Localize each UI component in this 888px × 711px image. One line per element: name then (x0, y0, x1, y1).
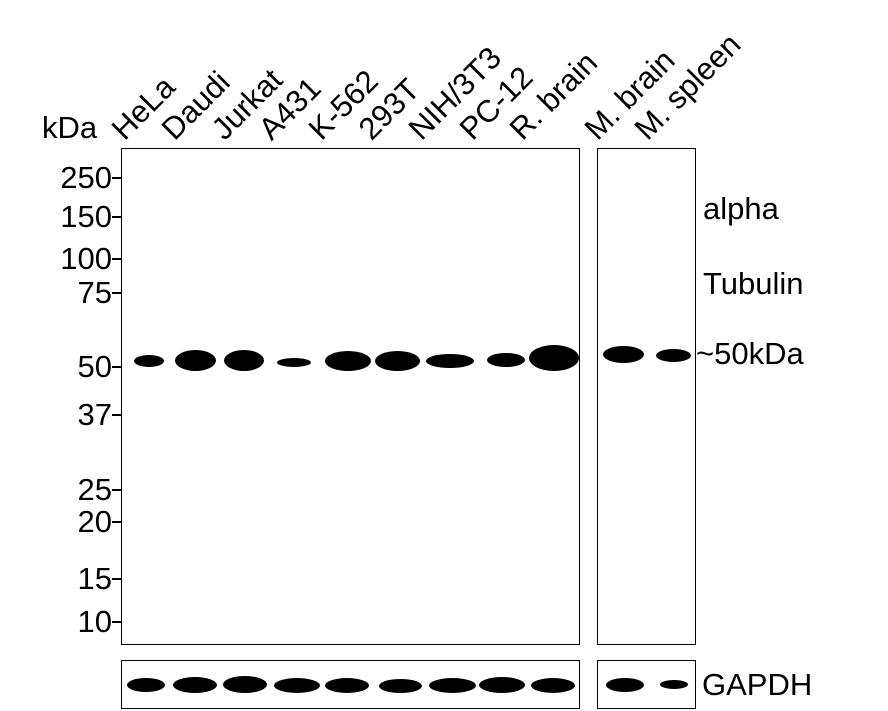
band-pc12 (487, 353, 525, 367)
target-label-line1: alpha (703, 191, 779, 226)
gapdh-band (223, 676, 267, 693)
gapdh-band (274, 678, 320, 693)
band-k562 (325, 351, 371, 371)
gapdh-band (127, 678, 165, 692)
gapdh-band (479, 677, 525, 693)
gapdh-band (379, 679, 422, 693)
band-m-spleen (656, 349, 691, 362)
band-293t (375, 351, 420, 371)
marker-75: 75 (77, 275, 112, 310)
marker-tick (112, 216, 121, 218)
marker-37: 37 (77, 397, 112, 432)
gapdh-band (429, 678, 476, 693)
marker-tick (112, 414, 121, 416)
marker-tick (112, 489, 121, 491)
target-label-line2: Tubulin (703, 266, 804, 301)
band-m-brain (603, 346, 644, 363)
gapdh-band (660, 680, 688, 689)
gapdh-blot-panel-right (597, 660, 696, 709)
marker-50: 50 (77, 349, 112, 384)
band-a431 (277, 358, 311, 367)
marker-tick (112, 621, 121, 623)
marker-250: 250 (60, 160, 112, 195)
band-jurkat (224, 350, 264, 371)
band-r-brain (529, 345, 579, 371)
gapdh-band (173, 677, 217, 693)
marker-10: 10 (77, 604, 112, 639)
main-blot-panel-left (121, 148, 580, 645)
gapdh-band (606, 678, 644, 692)
loading-control-label: GAPDH (702, 667, 813, 702)
marker-tick (112, 258, 121, 260)
gapdh-band (325, 678, 369, 693)
marker-tick (112, 521, 121, 523)
marker-tick (112, 292, 121, 294)
marker-100: 100 (60, 241, 112, 276)
marker-tick (112, 177, 121, 179)
marker-15: 15 (77, 561, 112, 596)
marker-tick (112, 366, 121, 368)
marker-tick (112, 578, 121, 580)
marker-20: 20 (77, 504, 112, 539)
band-daudi (175, 350, 216, 371)
kda-unit-label: kDa (42, 110, 98, 145)
gapdh-band (531, 678, 575, 693)
marker-25: 25 (77, 472, 112, 507)
main-blot-panel-right (597, 148, 696, 645)
band-hela (134, 355, 164, 367)
marker-150: 150 (60, 199, 112, 234)
band-nih3t3 (426, 354, 474, 368)
band-size-label: ~50kDa (696, 336, 804, 371)
gapdh-blot-panel-left (121, 660, 580, 709)
